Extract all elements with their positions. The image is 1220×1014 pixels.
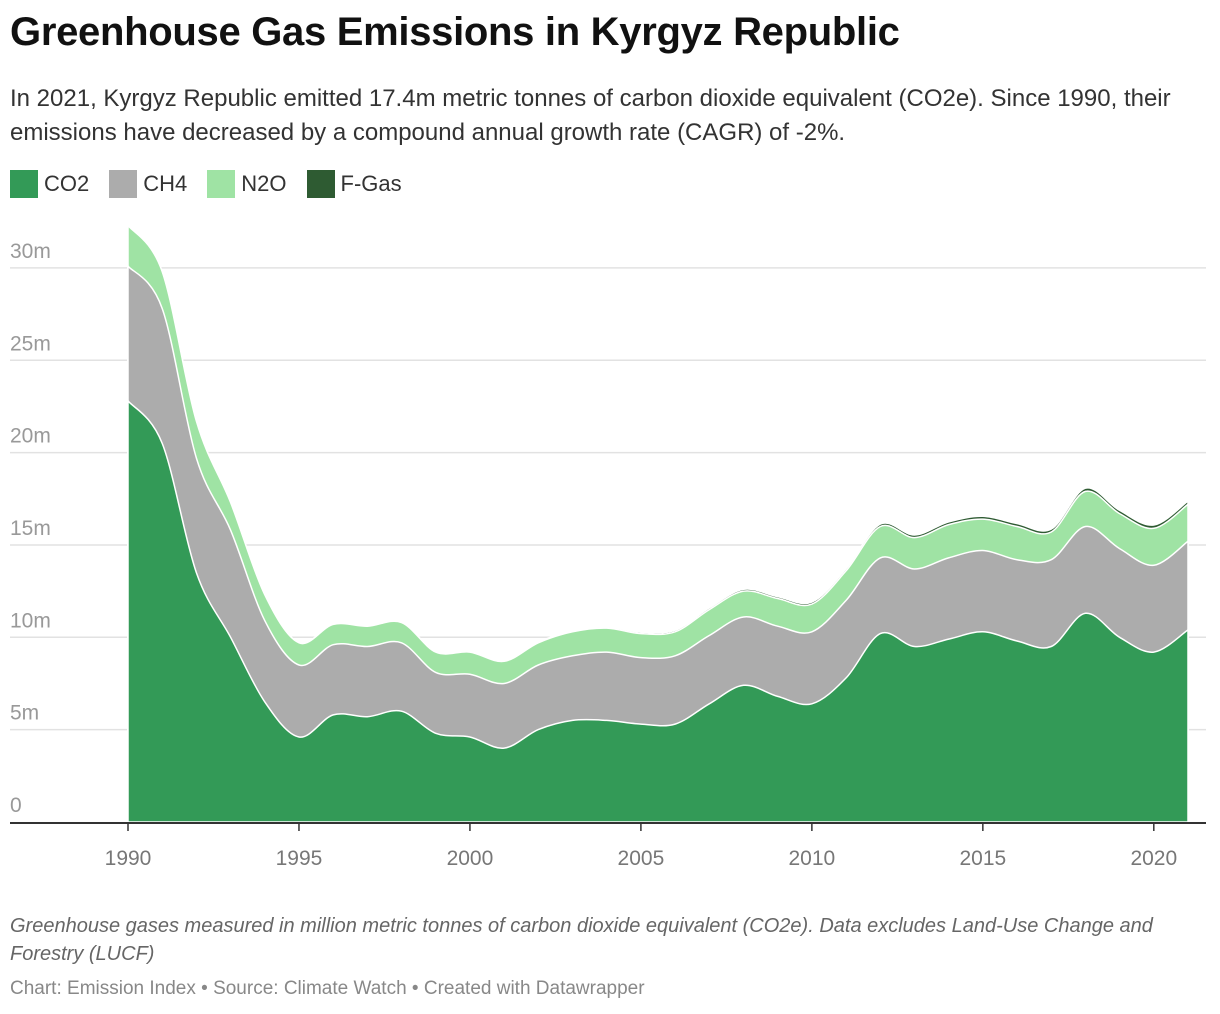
legend-label-n2o: N2O bbox=[241, 171, 287, 196]
chart-notes: Greenhouse gases measured in million met… bbox=[10, 915, 1153, 965]
legend-label-f-gas: F-Gas bbox=[340, 171, 402, 196]
legend-swatch-co2 bbox=[10, 170, 38, 198]
y-tick-label: 20m bbox=[10, 425, 51, 448]
legend-label-ch4: CH4 bbox=[143, 171, 188, 196]
chart-subtitle: In 2021, Kyrgyz Republic emitted 17.4m m… bbox=[10, 85, 1171, 146]
legend-label-co2: CO2 bbox=[44, 171, 90, 196]
x-tick-label: 2000 bbox=[447, 847, 494, 870]
chart-plot: 0 5m 10m 15m 20m 25m 30m 1990 1995 2000 2005 2010 20… bbox=[10, 224, 1206, 870]
chart-title: Greenhouse Gas Emissions in Kyrgyz Repub… bbox=[10, 10, 900, 54]
area-series-co2 bbox=[127, 400, 1189, 823]
legend-item-f-gas: F-Gas bbox=[306, 170, 402, 198]
x-tick-label: 1990 bbox=[105, 847, 152, 870]
legend-item-ch4: CH4 bbox=[109, 170, 187, 198]
x-tick-label: 2015 bbox=[959, 847, 1006, 870]
legend-swatch-f-gas bbox=[306, 170, 335, 198]
y-tick-label: 25m bbox=[10, 332, 51, 355]
legend-item-n2o: N2O bbox=[207, 170, 287, 198]
y-tick-label: 5m bbox=[10, 702, 39, 725]
x-tick-label: 1995 bbox=[276, 847, 323, 870]
legend-swatch-ch4 bbox=[109, 170, 138, 198]
legend-item-co2: CO2 bbox=[10, 170, 89, 198]
x-tick-label: 2005 bbox=[618, 847, 665, 870]
legend-swatch-n2o bbox=[207, 170, 236, 198]
y-tick-label: 15m bbox=[10, 517, 51, 540]
chart-source: Chart: Emission Index • Source: Climate … bbox=[10, 978, 645, 999]
legend: CO2 CH4 N2O F-Gas bbox=[10, 170, 402, 198]
x-tick-label: 2010 bbox=[789, 847, 836, 870]
y-tick-label: 0 bbox=[10, 794, 22, 817]
y-tick-label: 10m bbox=[10, 609, 51, 632]
x-tick-label: 2020 bbox=[1130, 847, 1177, 870]
y-tick-label: 30m bbox=[10, 240, 51, 263]
